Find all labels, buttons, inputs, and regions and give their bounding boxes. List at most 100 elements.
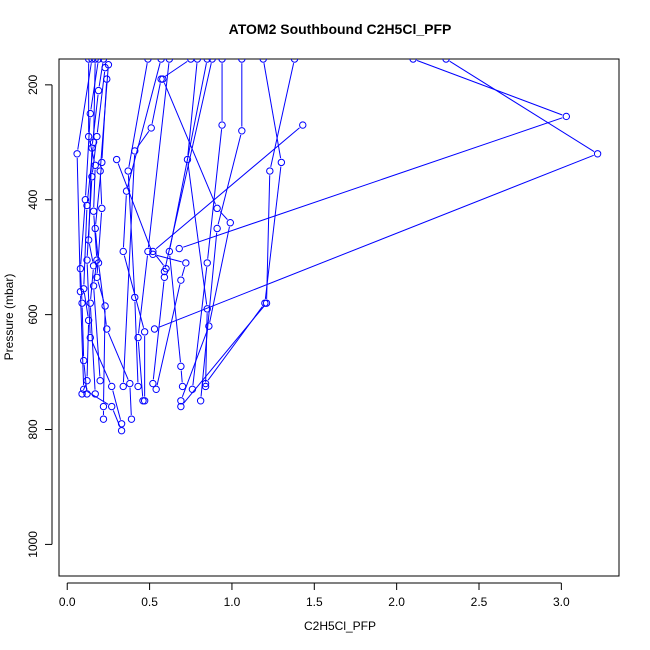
series-21-segment (181, 266, 186, 277)
series-17-segment (264, 166, 282, 300)
data-point (101, 63, 109, 72)
y-axis: 200 400 600 800 1000 (26, 75, 53, 558)
data-point (175, 244, 183, 253)
y-tick-label: 1000 (26, 531, 40, 558)
data-point (76, 264, 85, 273)
data-point (96, 376, 104, 385)
data-point (203, 305, 211, 313)
series-21-segment (156, 254, 182, 263)
data-point (93, 273, 101, 281)
data-point (201, 379, 210, 388)
data-point (150, 325, 159, 333)
data-point (78, 299, 86, 307)
data-point (89, 207, 98, 215)
data-point (78, 390, 86, 398)
series-2-segment (83, 384, 86, 391)
x-axis: 0.0 0.5 1.0 1.5 2.0 2.5 3.0 (59, 582, 570, 609)
data-point (177, 362, 185, 371)
data-point (193, 59, 202, 63)
series-21-segment (117, 163, 152, 251)
series-13-segment (187, 63, 198, 156)
data-point (218, 59, 226, 63)
x-tick-label: 0.5 (141, 595, 158, 609)
data-point (91, 161, 99, 169)
series-18-segment (266, 175, 271, 299)
data-point (203, 59, 211, 63)
series-11-segment (147, 63, 170, 248)
plot-frame (58, 58, 620, 577)
data-point (259, 59, 267, 63)
data-point (196, 397, 205, 405)
data-point (165, 247, 174, 256)
data-point (213, 224, 221, 233)
data-point (562, 112, 570, 121)
series-16-segment (217, 134, 242, 225)
chart-title: ATOM2 Southbound C2H5Cl_PFP (229, 21, 452, 37)
data-point (83, 376, 91, 385)
series-4-segment (93, 215, 98, 256)
data-point (134, 382, 142, 391)
x-tick-label: 0.0 (59, 595, 76, 609)
series-13-segment (187, 163, 208, 305)
series-16-segment (200, 232, 218, 397)
plot-lines (76, 60, 595, 427)
series-23-segment (449, 60, 595, 152)
series-17-segment (263, 63, 282, 159)
series-22-segment (416, 60, 563, 116)
series-14-segment (169, 255, 181, 363)
data-point (119, 247, 127, 256)
series-8-segment (77, 63, 92, 150)
y-tick-label: 200 (26, 75, 40, 95)
data-point (131, 147, 139, 155)
data-point (76, 287, 85, 296)
data-point (108, 382, 116, 391)
series-12-segment (127, 175, 136, 294)
series-2-segment (83, 292, 89, 317)
data-point (152, 385, 160, 394)
series-1-segment (81, 307, 85, 357)
series-13-segment (205, 313, 208, 383)
data-point (442, 59, 450, 63)
data-point (117, 426, 126, 435)
series-19-segment (164, 62, 212, 268)
data-point (98, 158, 106, 167)
data-point (409, 59, 417, 63)
data-point (84, 59, 93, 63)
series-6-segment (91, 341, 111, 383)
series-6-segment (112, 390, 121, 420)
data-point (127, 415, 136, 423)
series-6-segment (96, 71, 106, 133)
data-point (238, 127, 246, 135)
data-point (86, 299, 94, 307)
data-point (91, 224, 99, 233)
data-point (213, 204, 221, 213)
data-point (201, 382, 210, 391)
series-5-segment (99, 175, 103, 205)
data-point (593, 150, 602, 158)
series-12-segment (134, 301, 139, 383)
data-point (139, 397, 147, 405)
series-7-segment (95, 166, 102, 225)
series-8-segment (80, 295, 85, 386)
series-10-segment (136, 131, 150, 148)
series-1-segment (85, 117, 91, 196)
series-20-segment (181, 329, 208, 398)
data-point (93, 132, 101, 141)
data-point (96, 167, 104, 175)
data-point (218, 121, 226, 129)
series-3-segment (90, 269, 94, 299)
data-point (144, 59, 152, 63)
data-point (177, 276, 185, 284)
data-point (208, 59, 216, 63)
data-point (238, 59, 246, 63)
data-point (99, 59, 108, 63)
data-point (162, 264, 170, 273)
data-point (94, 59, 103, 63)
series-24-segment (155, 254, 164, 266)
data-point (99, 415, 108, 423)
data-point (147, 124, 155, 132)
data-point (80, 385, 88, 394)
x-tick-label: 3.0 (553, 595, 570, 609)
data-point (131, 293, 139, 302)
series-7-segment (129, 387, 132, 416)
